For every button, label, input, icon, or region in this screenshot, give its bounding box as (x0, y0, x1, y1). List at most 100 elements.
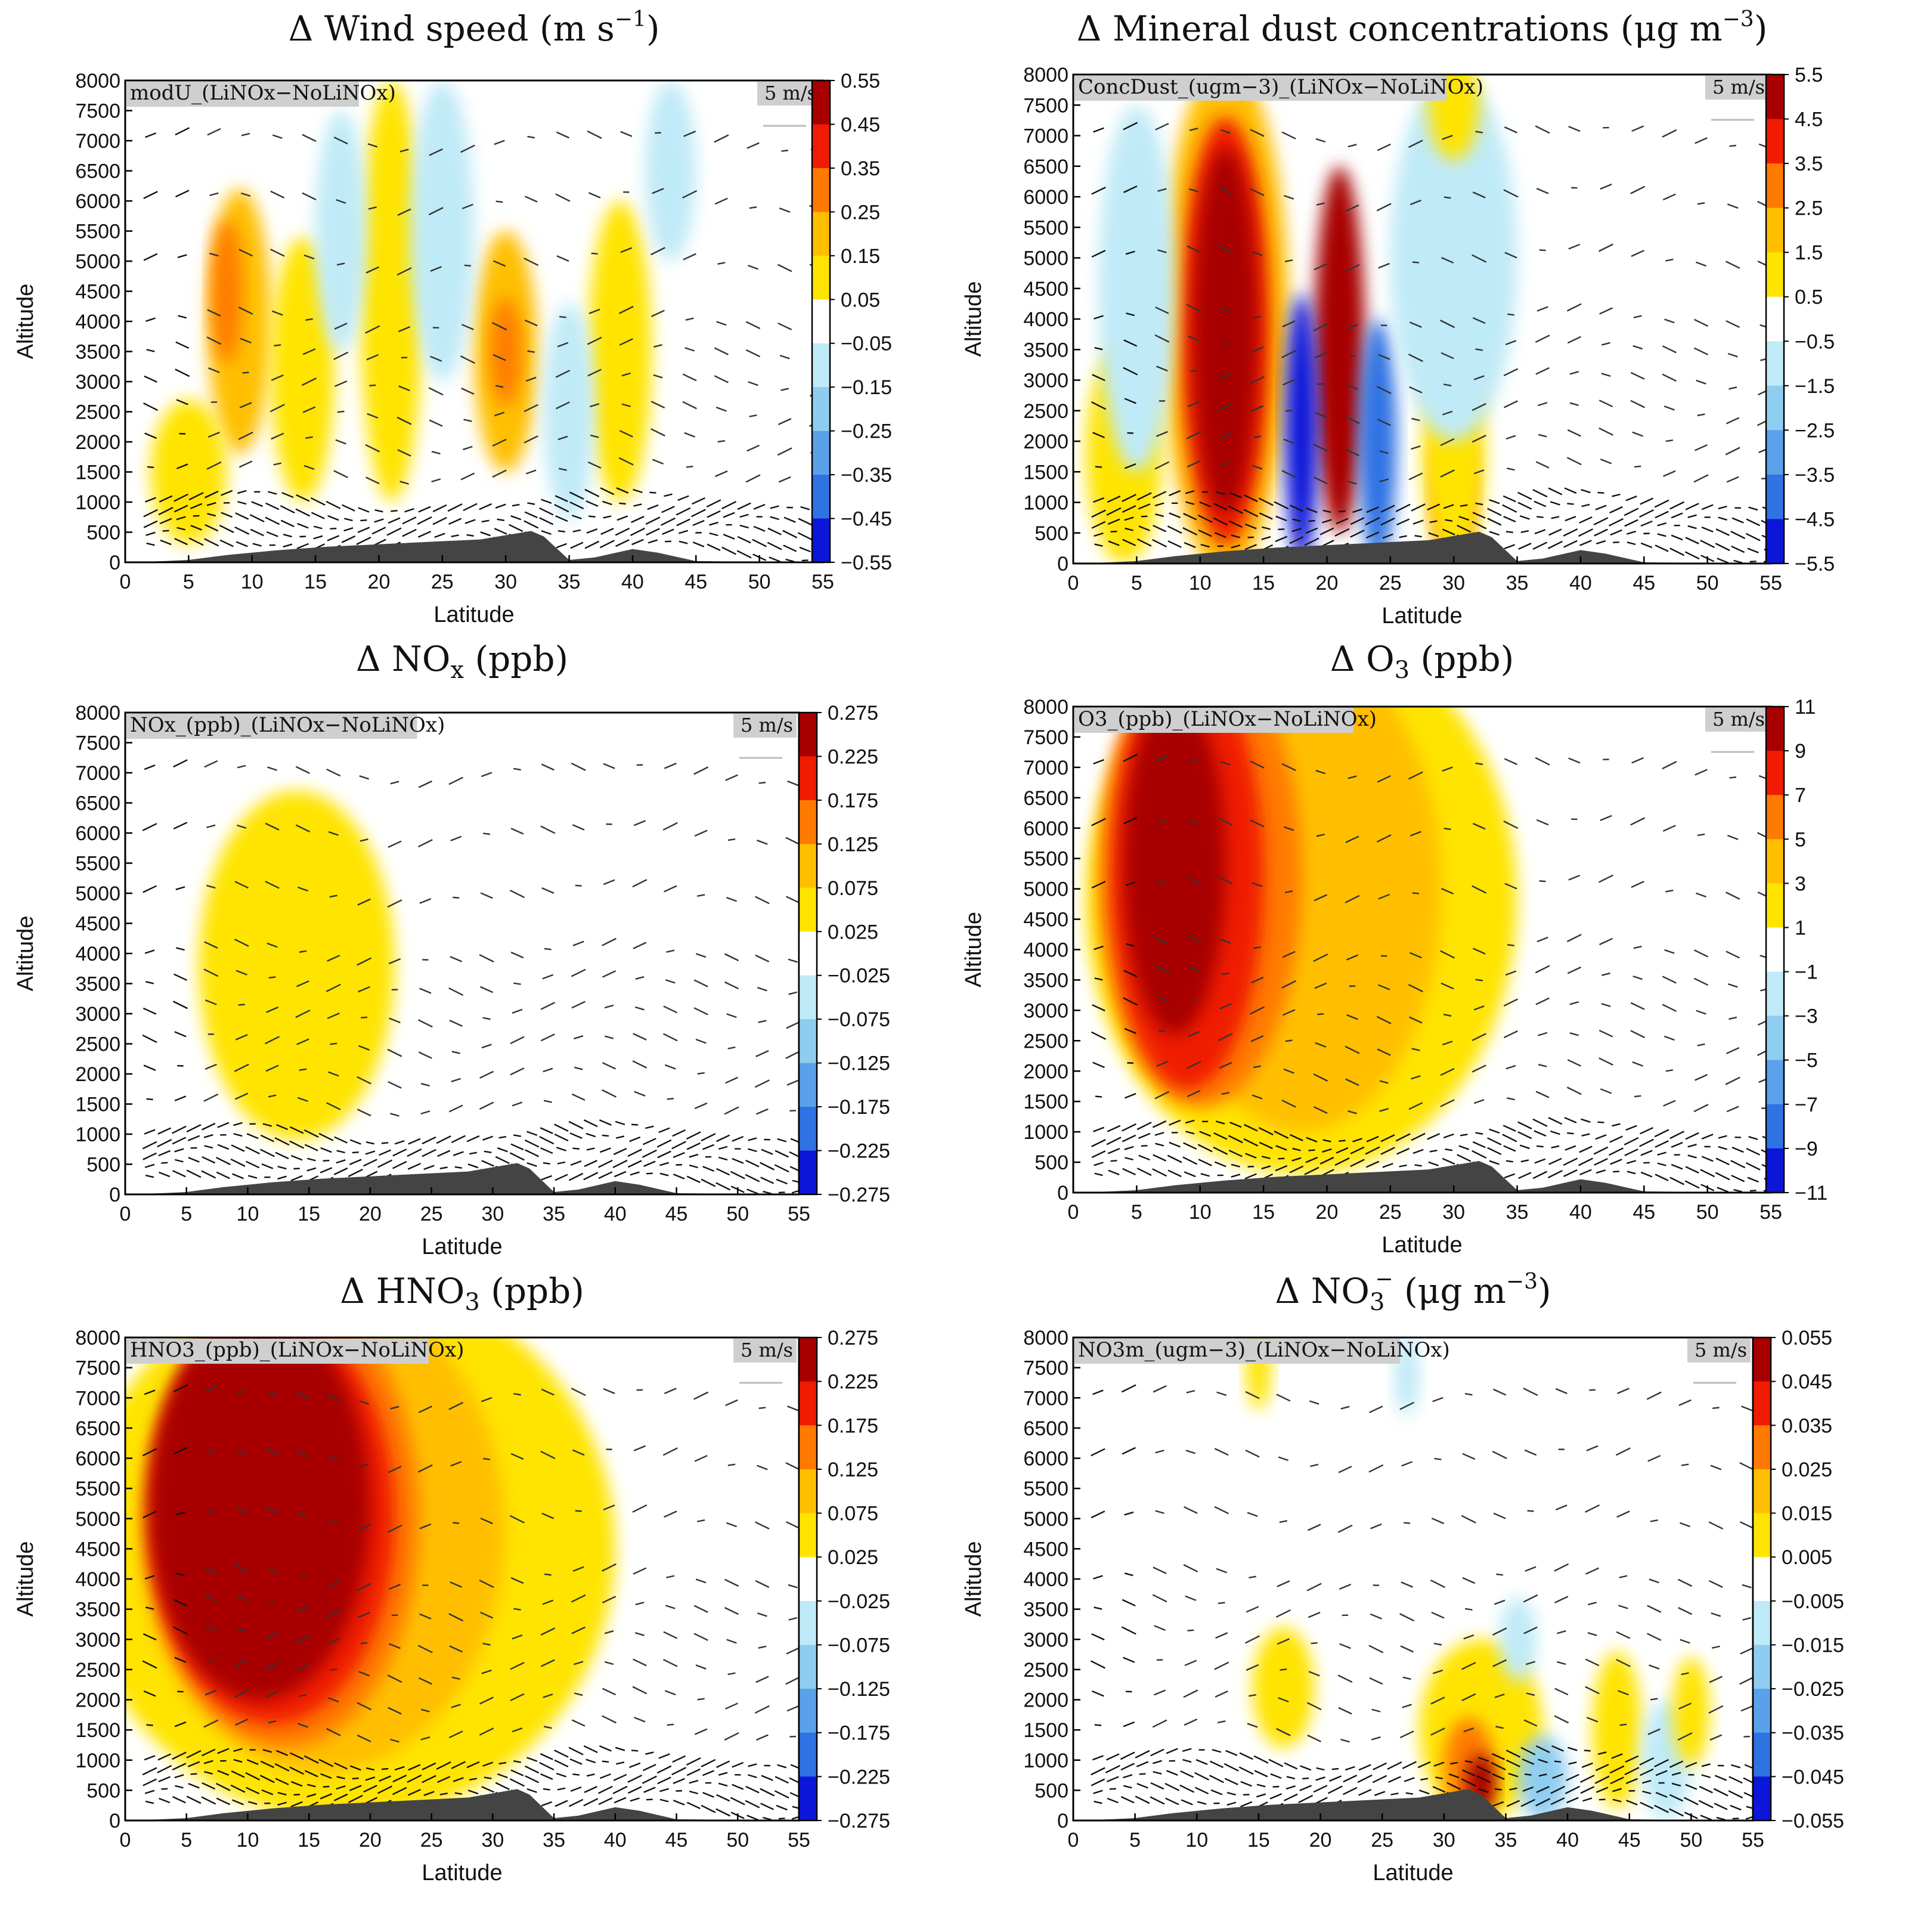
wind-vector (1184, 542, 1196, 549)
wind-vector (1185, 490, 1195, 494)
wind-vector (1319, 527, 1334, 535)
wind-vector (1274, 501, 1289, 510)
wind-vector (280, 519, 295, 528)
wind-vector (231, 1770, 245, 1778)
x-axis-label: Latitude (1381, 1233, 1462, 1258)
wind-vector (419, 898, 432, 904)
wind-vector (1492, 1773, 1505, 1780)
wind-vector (572, 1566, 584, 1572)
wind-vector (1278, 528, 1285, 531)
wind-vector (604, 1630, 614, 1634)
wind-vector (1647, 1728, 1661, 1735)
wind-vector (204, 538, 219, 547)
wind-vector (602, 1062, 617, 1070)
wind-vector (387, 1524, 402, 1533)
wind-vector (1123, 970, 1138, 977)
x-tick-label: 20 (1309, 1829, 1332, 1852)
wind-vector (310, 497, 326, 506)
wind-vector (144, 1575, 155, 1580)
wind-vector (671, 1767, 687, 1776)
wind-vector (157, 1127, 172, 1135)
wind-vector (1566, 1773, 1579, 1781)
wind-vector (217, 1748, 230, 1754)
wind-vector (1519, 515, 1530, 520)
wind-vector (524, 435, 538, 444)
wind-vector (1250, 405, 1264, 412)
wind-vector (1412, 892, 1419, 894)
wind-vector (540, 1773, 553, 1780)
wind-vector (271, 432, 284, 440)
wind-vector (1710, 1465, 1722, 1470)
wind-vector (1555, 1388, 1568, 1394)
wind-vector (1304, 1166, 1319, 1175)
wind-vector (602, 500, 612, 506)
wind-vector (1302, 1777, 1309, 1780)
wind-vector (1228, 505, 1243, 514)
wind-vector (1503, 368, 1519, 377)
wind-vector (1523, 1388, 1538, 1397)
wind-vector (1597, 1121, 1604, 1123)
wind-vector (1091, 186, 1106, 195)
wind-vector (267, 942, 278, 948)
colorbar-tick-label: −0.045 (1782, 1766, 1844, 1788)
wind-vector (787, 780, 799, 787)
wind-vector (526, 1162, 537, 1168)
wind-vector (1214, 1161, 1226, 1168)
wind-vector (653, 374, 663, 379)
wind-vector (1625, 1125, 1637, 1131)
wind-vector (1120, 1751, 1135, 1760)
wind-vector (1554, 1715, 1569, 1724)
wind-vector (1640, 1171, 1653, 1178)
wind-vector (1609, 1135, 1623, 1143)
wind-vector (1518, 543, 1532, 550)
wind-vector (631, 538, 644, 546)
wind-vector (1685, 1166, 1699, 1174)
wind-vector (1092, 1690, 1104, 1697)
wind-vector (1093, 497, 1105, 503)
wind-vector (1240, 1801, 1253, 1807)
wind-vector (1275, 1609, 1291, 1618)
wind-vector (673, 1174, 685, 1179)
colorbar-tick-label: 0.25 (841, 201, 880, 224)
wind-vector (1183, 513, 1197, 521)
wind-vector (678, 530, 689, 534)
wind-vector (1709, 1676, 1723, 1683)
wind-vector (526, 1131, 538, 1137)
wind-vector (1379, 478, 1389, 482)
y-tick-label: 5000 (75, 250, 120, 273)
wind-vector (1091, 1510, 1105, 1519)
y-tick-label: 5000 (75, 883, 120, 905)
colorbar-tick-label: −2.5 (1795, 419, 1835, 442)
wind-vector (296, 543, 309, 549)
wind-vector (391, 510, 398, 512)
y-tick-label: 7500 (1023, 94, 1068, 117)
wind-vector (1214, 1661, 1229, 1670)
wind-vector (336, 199, 346, 204)
colorbar-tick-label: 0.175 (828, 1414, 878, 1437)
wind-vector (1183, 1142, 1197, 1150)
wind-vector (1523, 1626, 1538, 1634)
wind-vector (1715, 528, 1730, 536)
wind-vector (1122, 1599, 1136, 1607)
wind-vector (1278, 1456, 1289, 1462)
wind-vector (571, 968, 586, 977)
wind-vector (540, 1753, 553, 1760)
wind-vector (587, 130, 602, 139)
wind-vector (1091, 1448, 1105, 1457)
wind-vector (1664, 949, 1675, 954)
wind-vector (555, 495, 568, 502)
contour-region (150, 1337, 370, 1700)
wind-vector (265, 1448, 280, 1456)
wind-vector (707, 510, 721, 518)
wind-vector (1729, 1776, 1743, 1784)
wind-vector (267, 766, 278, 771)
wind-vector (692, 519, 705, 527)
wind-vector (1339, 1643, 1351, 1649)
wind-vector (275, 1124, 289, 1131)
wind-vector (715, 470, 728, 478)
wind-vector (1154, 1625, 1166, 1631)
colorbar-tick-label: −0.35 (841, 464, 892, 487)
wind-vector (572, 940, 584, 946)
x-tick-label: 40 (621, 571, 644, 593)
wind-vector (590, 434, 599, 438)
